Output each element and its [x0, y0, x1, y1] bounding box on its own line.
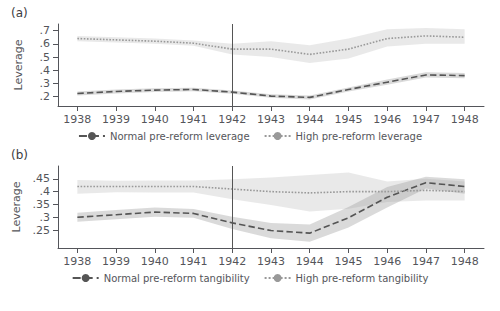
svg-text:1942: 1942 — [218, 255, 246, 268]
svg-text:.3: .3 — [40, 77, 51, 90]
svg-text:1943: 1943 — [257, 255, 285, 268]
svg-text:1941: 1941 — [180, 113, 208, 126]
svg-text:1944: 1944 — [296, 113, 324, 126]
svg-text:(b): (b) — [11, 148, 28, 162]
svg-text:.4: .4 — [40, 64, 51, 77]
svg-text:Leverage: Leverage — [10, 181, 23, 232]
svg-text:.25: .25 — [33, 224, 51, 237]
svg-text:.3: .3 — [40, 211, 51, 224]
svg-text:1940: 1940 — [141, 255, 169, 268]
svg-text:.6: .6 — [40, 37, 51, 50]
svg-text:.45: .45 — [33, 172, 51, 185]
svg-text:1939: 1939 — [102, 255, 130, 268]
svg-text:.7: .7 — [40, 24, 51, 37]
svg-text:1948: 1948 — [451, 255, 479, 268]
svg-text:1942: 1942 — [218, 113, 246, 126]
svg-text:1940: 1940 — [141, 113, 169, 126]
svg-text:1939: 1939 — [102, 113, 130, 126]
svg-text:1941: 1941 — [180, 255, 208, 268]
svg-text:1947: 1947 — [412, 113, 440, 126]
svg-text:High pre-reform tangibility: High pre-reform tangibility — [296, 273, 429, 284]
svg-text:1946: 1946 — [373, 113, 401, 126]
svg-text:.5: .5 — [40, 51, 51, 64]
svg-text:1946: 1946 — [373, 255, 401, 268]
svg-text:.4: .4 — [40, 185, 51, 198]
svg-text:.2: .2 — [40, 90, 51, 103]
svg-text:Leverage: Leverage — [12, 39, 25, 90]
svg-text:1938: 1938 — [63, 113, 91, 126]
svg-text:1947: 1947 — [412, 255, 440, 268]
svg-text:.35: .35 — [33, 198, 51, 211]
svg-text:(a): (a) — [11, 6, 28, 20]
svg-text:1945: 1945 — [334, 255, 362, 268]
svg-text:Normal pre-reform tangibility: Normal pre-reform tangibility — [104, 273, 250, 284]
svg-text:1944: 1944 — [296, 255, 324, 268]
svg-text:1945: 1945 — [334, 113, 362, 126]
svg-text:1943: 1943 — [257, 113, 285, 126]
svg-text:1948: 1948 — [451, 113, 479, 126]
svg-text:1938: 1938 — [63, 255, 91, 268]
svg-text:High pre-reform leverage: High pre-reform leverage — [296, 131, 422, 142]
svg-text:Normal pre-reform leverage: Normal pre-reform leverage — [110, 131, 250, 142]
